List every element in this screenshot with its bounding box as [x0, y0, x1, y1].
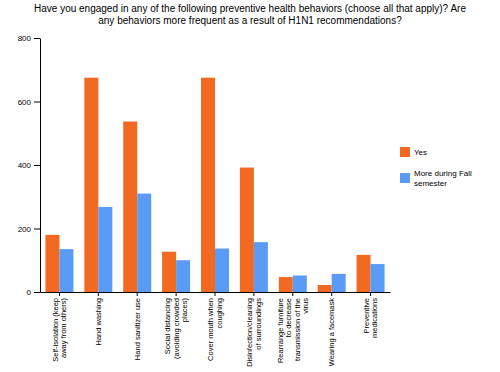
x-tick-label: Disinfection/cleaningof surroundings: [245, 298, 263, 367]
x-tick-label: Hand sanitizer use: [133, 298, 142, 360]
y-tick-label: 600: [18, 98, 32, 107]
y-tick-mark: [34, 102, 40, 103]
x-tick-mark: [137, 292, 138, 296]
bar: [201, 78, 215, 292]
x-tick-mark: [215, 292, 216, 296]
x-tick-mark: [59, 292, 60, 296]
bar: [371, 264, 385, 292]
x-tick-mark: [253, 292, 254, 296]
x-tick: Disinfection/cleaningof surroundings: [245, 292, 263, 367]
y-tick: 200: [18, 225, 40, 234]
y-tick: 0: [27, 288, 40, 297]
legend: Yes More during Fallsemester: [400, 147, 472, 188]
y-tick-mark: [34, 165, 40, 166]
x-axis: Self-isolation (keepaway from others) Han…: [41, 292, 391, 367]
chart-title: Have you engaged in any of the following…: [34, 3, 466, 26]
x-tick-mark: [176, 292, 177, 296]
y-axis: 0 200 400 600 800: [18, 34, 41, 297]
bar-series: [45, 78, 370, 292]
x-tick-mark: [370, 292, 371, 296]
bar: [123, 122, 137, 292]
y-tick: 400: [18, 161, 40, 170]
bar: [318, 285, 332, 292]
x-tick: Cover mouth whencoughing: [206, 292, 224, 361]
bar: [98, 207, 112, 292]
y-tick-label: 400: [18, 161, 32, 170]
legend-item: More during Fallsemester: [400, 169, 472, 188]
x-tick-label: Self-isolation (keepaway from others): [51, 298, 69, 362]
y-tick: 600: [18, 98, 40, 107]
x-tick: Hand sanitizer use: [133, 292, 142, 360]
chart: Have you engaged in any of the following…: [0, 0, 500, 372]
y-tick-mark: [34, 229, 40, 230]
x-tick-label: Social distancing(avoiding crowdedplaces…: [163, 298, 189, 359]
legend-item: Yes: [400, 147, 427, 157]
bar: [84, 78, 98, 292]
bar: [254, 242, 268, 292]
x-tick: Rearrange furnitureto decreasetransmissi…: [276, 292, 311, 363]
x-tick: Self-isolation (keepaway from others): [51, 292, 69, 362]
x-tick-mark: [292, 292, 293, 296]
legend-label: More during Fallsemester: [414, 169, 472, 188]
bar: [176, 260, 190, 292]
bar: [279, 277, 293, 292]
legend-swatch: [400, 147, 410, 157]
bar: [215, 249, 229, 292]
x-tick-label: Preventivemedications: [362, 298, 380, 338]
x-tick-label: Hand washing: [94, 298, 103, 346]
x-tick: Preventivemedications: [362, 292, 380, 338]
bar: [45, 235, 59, 292]
y-tick-label: 800: [18, 34, 32, 43]
y-tick: 800: [18, 34, 40, 43]
y-tick-label: 200: [18, 225, 32, 234]
legend-swatch: [400, 173, 410, 183]
bars: [45, 78, 384, 292]
x-tick-mark: [98, 292, 99, 296]
x-tick-label: Wearing a facemask: [327, 298, 336, 366]
x-tick-label: Rearrange furnitureto decreasetransmissi…: [276, 298, 311, 363]
x-tick: Hand washing: [94, 292, 103, 346]
y-axis-line: [40, 39, 41, 293]
bar: [332, 274, 346, 292]
bar: [59, 249, 73, 292]
bar: [293, 275, 307, 292]
bar: [162, 252, 176, 292]
y-tick-mark: [34, 292, 40, 293]
bar: [357, 255, 371, 292]
legend-label: Yes: [414, 148, 427, 157]
bar-series: [59, 194, 384, 292]
x-tick-mark: [331, 292, 332, 296]
x-tick: Social distancing(avoiding crowdedplaces…: [163, 292, 189, 359]
x-tick-label: Cover mouth whencoughing: [206, 298, 224, 361]
x-tick: Wearing a facemask: [327, 292, 336, 366]
y-tick-mark: [34, 38, 40, 39]
bar: [137, 194, 151, 292]
bar: [240, 168, 254, 292]
y-tick-label: 0: [27, 288, 32, 297]
